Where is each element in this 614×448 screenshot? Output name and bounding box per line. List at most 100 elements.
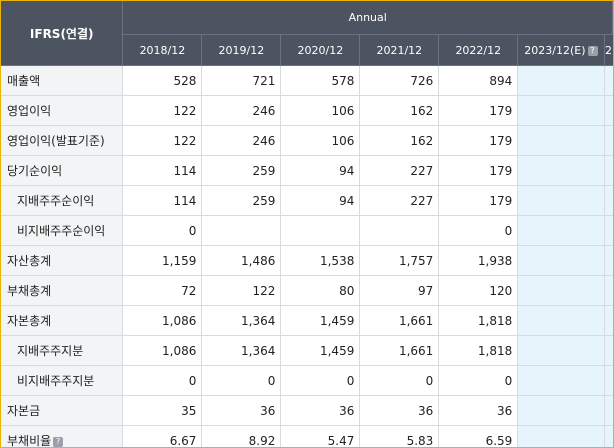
value-cell: 114: [122, 155, 203, 186]
value-cell: 0: [438, 365, 519, 396]
table-row: 매출액 528 721 578 726 894: [1, 65, 613, 96]
estimate-cell: [517, 125, 605, 156]
value-cell: 1,938: [438, 245, 519, 276]
value-cell: 94: [280, 185, 361, 216]
row-label: 비지배주주지분: [1, 365, 124, 396]
value-cell: 1,757: [359, 245, 440, 276]
value-cell: 72: [122, 275, 203, 306]
value-cell: 80: [280, 275, 361, 306]
value-cell: 1,661: [359, 305, 440, 336]
truncated-cell: [604, 155, 613, 186]
truncated-cell: [604, 365, 613, 396]
value-cell: 227: [359, 155, 440, 186]
table-row: 자산총계 1,159 1,486 1,538 1,757 1,938: [1, 245, 613, 276]
value-cell: 1,818: [438, 305, 519, 336]
row-label-text: 영업이익(발표기준): [7, 134, 105, 148]
truncated-cell: [604, 245, 613, 276]
truncated-cell: [604, 215, 613, 246]
year-header[interactable]: 2021/12: [359, 34, 440, 66]
table-row: 영업이익 122 246 106 162 179: [1, 95, 613, 126]
estimate-cell: [517, 215, 605, 246]
value-cell: 97: [359, 275, 440, 306]
value-cell: 106: [280, 125, 361, 156]
value-cell: 1,159: [122, 245, 203, 276]
truncated-cell: [604, 275, 613, 306]
value-cell: 246: [201, 125, 282, 156]
row-label: 부채비율?: [1, 425, 124, 447]
truncated-cell: [604, 65, 613, 96]
value-cell: 1,459: [280, 335, 361, 366]
value-cell: 8.92: [201, 425, 282, 447]
row-label-text: 비지배주주지분: [17, 374, 95, 388]
table-row: 당기순이익 114 259 94 227 179: [1, 155, 613, 186]
estimate-cell: [517, 95, 605, 126]
row-label-text: 자산총계: [7, 254, 52, 268]
table-row: 부채총계 72 122 80 97 120: [1, 275, 613, 306]
estimate-cell: [517, 335, 605, 366]
row-label-text: 지배주주지분: [17, 344, 84, 358]
value-cell: 106: [280, 95, 361, 126]
value-cell: 0: [122, 215, 203, 246]
year-header[interactable]: 2019/12: [201, 34, 282, 66]
value-cell: 114: [122, 185, 203, 216]
value-cell: 246: [201, 95, 282, 126]
year-header[interactable]: 2022/12: [438, 34, 519, 66]
help-icon[interactable]: ?: [53, 437, 64, 447]
value-cell: 578: [280, 65, 361, 96]
estimate-cell: [517, 155, 605, 186]
row-label: 영업이익(발표기준): [1, 125, 124, 156]
estimate-cell: [517, 425, 605, 447]
value-cell: [201, 215, 282, 246]
row-label: 영업이익: [1, 95, 124, 126]
table-row: 비지배주주순이익 0 0: [1, 215, 613, 246]
estimate-year-header[interactable]: 2023/12(E)?: [517, 34, 605, 66]
estimate-cell: [517, 65, 605, 96]
value-cell: 5.47: [280, 425, 361, 447]
value-cell: 122: [122, 125, 203, 156]
table-row: 지배주주지분 1,086 1,364 1,459 1,661 1,818: [1, 335, 613, 366]
row-label: 자본금: [1, 395, 124, 426]
table-row: 자본금 35 36 36 36 36: [1, 395, 613, 426]
value-cell: 179: [438, 185, 519, 216]
value-cell: 5.83: [359, 425, 440, 447]
value-cell: 721: [201, 65, 282, 96]
value-cell: 162: [359, 125, 440, 156]
estimate-cell: [517, 245, 605, 276]
value-cell: 894: [438, 65, 519, 96]
truncated-year-header: 2: [604, 34, 613, 66]
value-cell: 122: [201, 275, 282, 306]
header-row-group: IFRS(연결) Annual: [1, 1, 613, 66]
row-label: 지배주주지분: [1, 335, 124, 366]
help-icon[interactable]: ?: [587, 45, 598, 56]
value-cell: 0: [359, 365, 440, 396]
value-cell: 6.67: [122, 425, 203, 447]
value-cell: 1,364: [201, 305, 282, 336]
value-cell: 726: [359, 65, 440, 96]
truncated-cell: [604, 125, 613, 156]
row-label-text: 부채총계: [7, 284, 52, 298]
value-cell: 120: [438, 275, 519, 306]
value-cell: 0: [201, 365, 282, 396]
value-cell: 528: [122, 65, 203, 96]
row-label: 당기순이익: [1, 155, 124, 186]
value-cell: 36: [359, 395, 440, 426]
table-row: 지배주주순이익 114 259 94 227 179: [1, 185, 613, 216]
table-row: 영업이익(발표기준) 122 246 106 162 179: [1, 125, 613, 156]
truncated-cell: [604, 425, 613, 447]
year-header[interactable]: 2018/12: [122, 34, 203, 66]
value-cell: 162: [359, 95, 440, 126]
row-label-text: 영업이익: [7, 104, 52, 118]
year-header[interactable]: 2020/12: [280, 34, 361, 66]
row-label-text: 지배주주순이익: [17, 194, 95, 208]
value-cell: 1,086: [122, 335, 203, 366]
row-label: 자산총계: [1, 245, 124, 276]
value-cell: 35: [122, 395, 203, 426]
value-cell: 36: [438, 395, 519, 426]
value-cell: 1,086: [122, 305, 203, 336]
value-cell: 1,486: [201, 245, 282, 276]
header-row-years: 2018/12 2019/12 2020/12 2021/12 2022/12 …: [1, 34, 613, 66]
estimate-cell: [517, 305, 605, 336]
row-label-text: 매출액: [7, 74, 41, 88]
value-cell: 0: [280, 365, 361, 396]
